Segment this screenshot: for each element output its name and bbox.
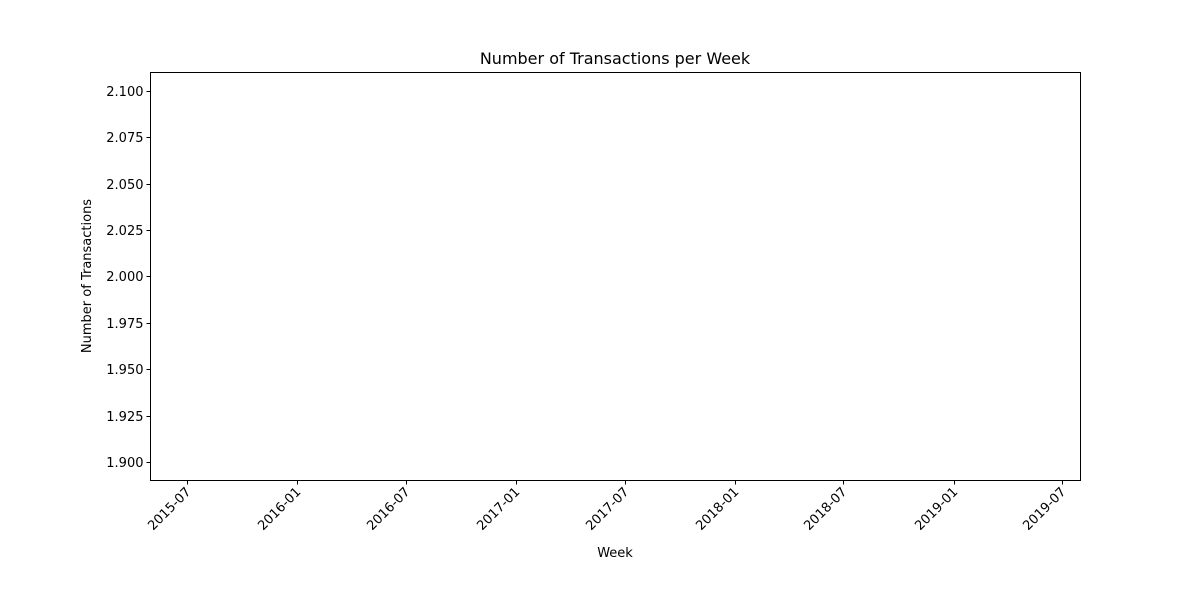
x-tick-label: 2015-07: [145, 485, 194, 534]
y-tick-label: 2.075: [106, 131, 143, 146]
x-tick-label: 2019-07: [1020, 485, 1069, 534]
y-tick-label: 2.025: [106, 224, 143, 239]
x-tick-label: 2016-07: [364, 485, 413, 534]
y-tick-label: 2.050: [106, 178, 143, 193]
y-axis-label: Number of Transactions: [80, 199, 95, 353]
y-tick-label: 2.000: [106, 270, 143, 285]
y-tick-label: 1.900: [106, 456, 143, 471]
y-tick-label: 1.975: [106, 317, 143, 332]
y-axis: 1.900 1.925 1.950 1.975 2.000 2.025 2.050 2.075…: [106, 85, 151, 471]
y-tick-label: 1.950: [106, 363, 143, 378]
x-axis: 2015-07 2016-01 2016-07 2017-01 2017-07 2018-…: [145, 480, 1069, 534]
x-tick-label: 2017-07: [583, 485, 632, 534]
x-tick-label: 2019-01: [912, 485, 961, 534]
x-tick-label: 2018-01: [693, 485, 742, 534]
plot-area-frame: [150, 72, 1081, 481]
x-tick-label: 2016-01: [255, 485, 304, 534]
x-tick-label: 2017-01: [474, 485, 523, 534]
x-axis-label: Week: [597, 546, 633, 561]
chart-title: Number of Transactions per Week: [480, 49, 751, 68]
y-tick-label: 1.925: [106, 410, 143, 425]
y-tick-label: 2.100: [106, 85, 143, 100]
x-tick-label: 2018-07: [801, 485, 850, 534]
